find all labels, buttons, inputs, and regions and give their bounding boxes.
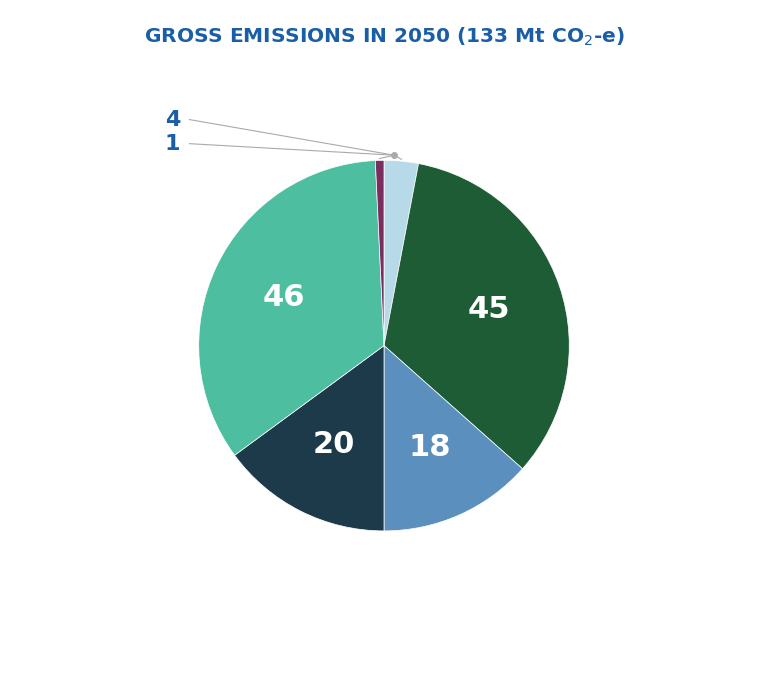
- Wedge shape: [376, 160, 384, 346]
- Text: 18: 18: [409, 433, 451, 462]
- Text: 45: 45: [468, 295, 511, 324]
- Wedge shape: [234, 346, 384, 531]
- Text: 1: 1: [164, 133, 180, 154]
- Wedge shape: [199, 160, 384, 455]
- Text: 20: 20: [313, 431, 355, 459]
- Wedge shape: [384, 160, 419, 346]
- Text: 4: 4: [165, 110, 180, 129]
- Text: GROSS EMISSIONS IN 2050 (133 Mt CO$_2$-e): GROSS EMISSIONS IN 2050 (133 Mt CO$_2$-e…: [144, 26, 624, 48]
- Wedge shape: [384, 164, 569, 468]
- Wedge shape: [384, 346, 522, 531]
- Text: 46: 46: [263, 283, 305, 312]
